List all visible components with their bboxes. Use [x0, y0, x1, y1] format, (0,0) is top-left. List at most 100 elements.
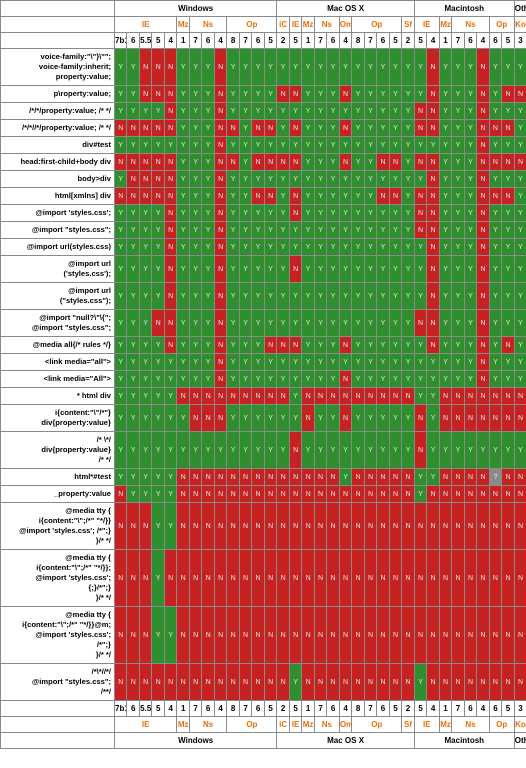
support-cell: Y	[363, 204, 378, 222]
support-cell: N	[338, 404, 353, 432]
support-cell: N	[376, 468, 390, 486]
support-cell: N	[388, 187, 403, 205]
support-cell: Y	[501, 170, 515, 188]
hack-row: @media tty {i{content:"\";/*" "*/}} @impo…	[0, 502, 526, 550]
support-cell: N	[413, 549, 428, 607]
support-cell: Y	[226, 370, 240, 388]
support-cell: N	[163, 282, 178, 310]
support-cell: N	[176, 663, 190, 701]
support-cell: N	[238, 387, 253, 405]
support-cell: Y	[338, 255, 353, 283]
support-cell: Y	[463, 136, 478, 154]
support-cell: N	[288, 204, 303, 222]
support-cell: Y	[226, 48, 240, 86]
support-cell: Y	[363, 136, 378, 154]
support-cell: Y	[176, 48, 190, 86]
support-cell: N	[213, 48, 228, 86]
support-cell: Y	[463, 153, 478, 171]
support-cell: N	[288, 502, 303, 550]
support-cell: N	[313, 485, 328, 503]
browser-header: IE	[413, 16, 440, 33]
support-cell: Y	[326, 170, 340, 188]
support-cell: Y	[413, 170, 428, 188]
support-cell: Y	[126, 309, 140, 337]
hack-label: * html div	[0, 387, 115, 405]
support-cell: Y	[338, 309, 353, 337]
support-cell: Y	[151, 370, 165, 388]
hack-row: @media tty {i{content:"\";/*" "*/}}; @imp…	[0, 549, 526, 607]
support-cell: N	[176, 606, 190, 664]
support-cell: Y	[288, 370, 303, 388]
support-cell: N	[163, 238, 178, 256]
support-cell: Y	[276, 431, 290, 469]
support-cell: Y	[188, 204, 203, 222]
support-cell: Y	[326, 136, 340, 154]
support-cell: Y	[188, 85, 203, 103]
support-cell: Y	[151, 549, 165, 607]
support-cell: N	[413, 502, 428, 550]
support-cell: Y	[188, 370, 203, 388]
support-cell: Y	[126, 431, 140, 469]
support-cell: N	[476, 502, 490, 550]
version-header: 6	[126, 700, 140, 717]
support-cell: N	[176, 485, 190, 503]
support-cell: N	[213, 119, 228, 137]
support-cell: N	[413, 153, 428, 171]
support-cell: Y	[188, 48, 203, 86]
support-cell: Y	[388, 282, 403, 310]
support-cell: Y	[251, 336, 265, 354]
support-cell: N	[513, 502, 526, 550]
support-cell: Y	[251, 136, 265, 154]
support-cell: Y	[363, 404, 378, 432]
support-cell: Y	[513, 370, 526, 388]
support-cell: N	[388, 387, 403, 405]
support-cell: Y	[501, 282, 515, 310]
support-cell: N	[351, 485, 365, 503]
browser-header: iC	[276, 716, 290, 733]
label-line: html[xmlns] div	[54, 191, 111, 200]
hack-row: @import url(styles.css) Y Y Y Y N Y Y Y N Y Y Y Y Y Y Y Y…	[0, 238, 526, 256]
support-cell: Y	[301, 336, 315, 354]
support-cell: N	[326, 606, 340, 664]
support-cell: N	[388, 153, 403, 171]
support-cell: Y	[176, 204, 190, 222]
support-cell: N	[463, 404, 478, 432]
support-cell: N	[338, 485, 353, 503]
support-cell: Y	[188, 238, 203, 256]
support-cell: Y	[376, 282, 390, 310]
support-cell: Y	[151, 431, 165, 469]
support-cell: N	[138, 153, 153, 171]
corner	[0, 0, 115, 17]
support-cell: N	[388, 502, 403, 550]
version-header: 6	[463, 32, 478, 49]
support-cell: Y	[363, 170, 378, 188]
support-cell: Y	[438, 136, 453, 154]
support-cell: Y	[488, 336, 503, 354]
support-cell: Y	[188, 153, 203, 171]
support-cell: Y	[238, 85, 253, 103]
support-cell: N	[238, 468, 253, 486]
support-cell: N	[188, 549, 203, 607]
support-cell: Y	[463, 102, 478, 120]
support-cell: N	[376, 549, 390, 607]
support-cell: N	[451, 502, 465, 550]
support-cell: N	[476, 309, 490, 337]
support-cell: N	[426, 153, 440, 171]
support-cell: N	[413, 119, 428, 137]
support-cell: Y	[401, 102, 415, 120]
support-cell: N	[513, 606, 526, 664]
support-cell: Y	[326, 204, 340, 222]
support-cell: Y	[438, 48, 453, 86]
support-cell: N	[151, 309, 165, 337]
support-cell: Y	[438, 336, 453, 354]
browser-header: Op	[351, 716, 403, 733]
label-line: @media tty {	[65, 506, 111, 515]
hack-label: _property:value	[0, 485, 115, 503]
hack-row: @import 'styles.css'; Y Y Y Y N Y Y Y N Y Y Y Y Y N Y Y Y Y…	[0, 204, 526, 222]
support-cell: N	[476, 238, 490, 256]
version-header: 4	[213, 700, 228, 717]
support-cell: Y	[451, 238, 465, 256]
version-header: 5	[501, 32, 515, 49]
support-cell: Y	[513, 309, 526, 337]
support-cell: N	[176, 387, 190, 405]
